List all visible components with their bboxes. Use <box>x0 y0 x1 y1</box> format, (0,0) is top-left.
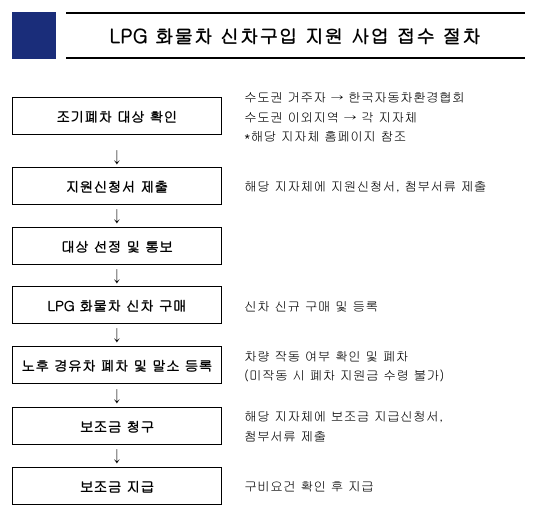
flow-row: 조기폐차 대상 확인 수도권 거주자 → 한국자동차환경협회수도권 이외지역 → … <box>12 87 525 146</box>
step-box: LPG 화물차 신차 구매 <box>12 286 222 324</box>
step-box: 지원신청서 제출 <box>12 167 222 205</box>
flow-row: 보조금 청구 해당 지자체에 보조금 지급신청서,첨부서류 제출 <box>12 406 525 445</box>
flow-row: LPG 화물차 신차 구매 신차 신규 구매 및 등록 <box>12 286 525 324</box>
flow-row: 보조금 지급 구비요건 확인 후 지급 <box>12 467 525 505</box>
step-description: 해당 지자체에 보조금 지급신청서,첨부서류 제출 <box>244 406 443 445</box>
step-box: 조기폐차 대상 확인 <box>12 97 222 135</box>
flow-arrow: ↓ <box>12 445 222 467</box>
step-box: 보조금 청구 <box>12 407 222 445</box>
step-description: 구비요건 확인 후 지급 <box>244 476 374 496</box>
flow-arrow: ↓ <box>12 146 222 168</box>
step-box: 보조금 지급 <box>12 467 222 505</box>
title-bar: LPG 화물차 신차구입 지원 사업 접수 절차 <box>12 12 525 59</box>
step-box: 대상 선정 및 통보 <box>12 227 222 265</box>
page-title: LPG 화물차 신차구입 지원 사업 접수 절차 <box>66 12 525 59</box>
step-description: 수도권 거주자 → 한국자동차환경협회수도권 이외지역 → 각 지자체*해당 지… <box>244 87 465 146</box>
flow-arrow: ↓ <box>12 385 222 407</box>
step-description: 신차 신규 구매 및 등록 <box>244 296 378 316</box>
step-box: 노후 경유차 폐차 및 말소 등록 <box>12 346 222 384</box>
flowchart-container: 조기폐차 대상 확인 수도권 거주자 → 한국자동차환경협회수도권 이외지역 → … <box>12 87 525 505</box>
flow-row: 지원신청서 제출 해당 지자체에 지원신청서, 첨부서류 제출 <box>12 167 525 205</box>
flow-arrow: ↓ <box>12 205 222 227</box>
flow-arrow: ↓ <box>12 324 222 346</box>
flow-arrow: ↓ <box>12 265 222 287</box>
flow-row: 노후 경유차 폐차 및 말소 등록 차량 작동 여부 확인 및 폐차(미작동 시 … <box>12 346 525 385</box>
title-square <box>12 12 56 59</box>
step-description: 차량 작동 여부 확인 및 폐차(미작동 시 폐차 지원금 수령 불가) <box>244 346 444 385</box>
flow-row: 대상 선정 및 통보 <box>12 227 525 265</box>
step-description: 해당 지자체에 지원신청서, 첨부서류 제출 <box>244 176 487 196</box>
